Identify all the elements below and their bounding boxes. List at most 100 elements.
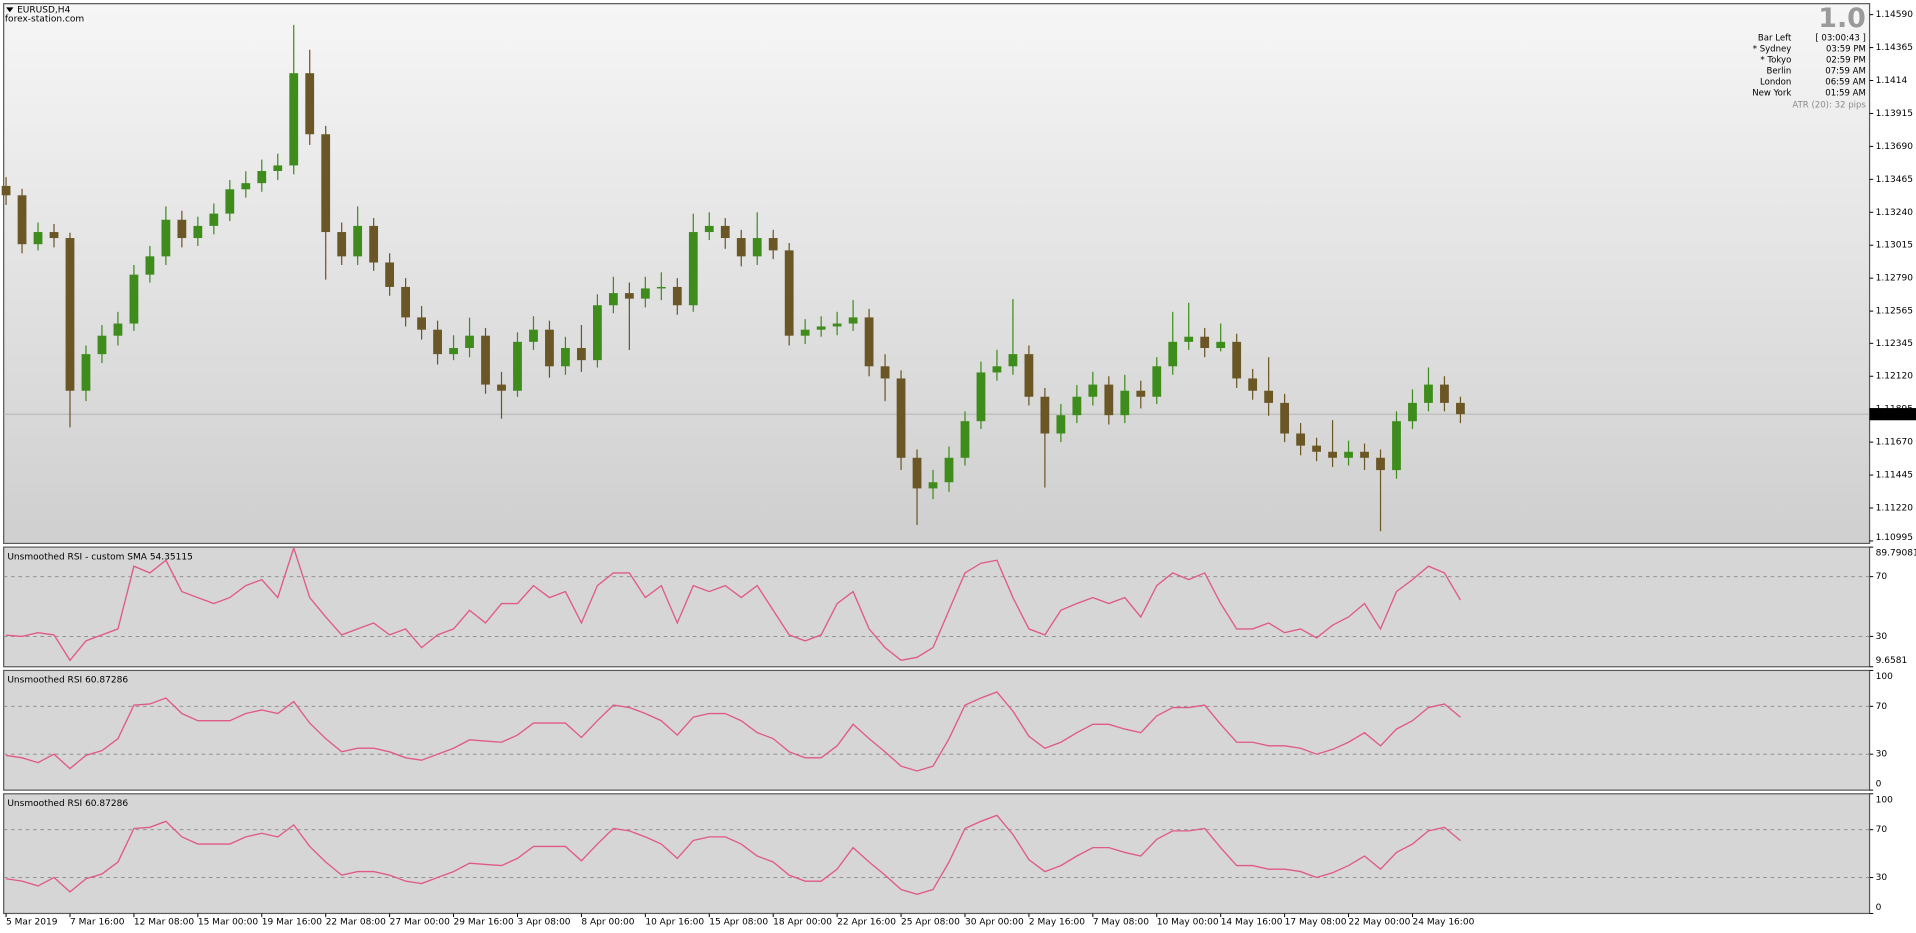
panel-background: [3, 3, 1871, 545]
x-tick-label: 15 Mar 00:00: [198, 918, 258, 928]
x-tick-label: 22 Mar 08:00: [326, 918, 386, 928]
candle-body: [1424, 384, 1433, 403]
panel-background: [3, 793, 1871, 915]
indicator-line: [5, 691, 1461, 772]
candle-body: [1120, 390, 1130, 416]
info-label: * Tokyo: [1760, 55, 1791, 65]
x-tick-label: 12 Mar 08:00: [134, 918, 194, 928]
candle-body: [321, 134, 331, 233]
candle-body: [1280, 402, 1290, 434]
candle-body: [33, 232, 43, 245]
candle-body: [608, 293, 618, 306]
x-tick-label: 29 Mar 16:00: [454, 918, 514, 928]
candle-body: [113, 323, 123, 336]
candle-body: [768, 238, 778, 251]
candle-body: [928, 482, 938, 489]
candle-body: [784, 250, 794, 336]
candle-body: [529, 329, 538, 342]
y-tick-label: 1.13015: [1876, 241, 1913, 251]
candle-body: [257, 170, 267, 184]
candle-body: [1008, 354, 1018, 367]
y-tick-label: 1.1414: [1876, 76, 1908, 86]
indicator-title: Unsmoothed RSI - custom SMA 54.35115: [7, 552, 193, 562]
panels: [3, 3, 1871, 915]
x-tick-label: 14 May 16:00: [1221, 918, 1283, 928]
y-tick-label: 1.12790: [1876, 274, 1914, 284]
x-tick-label: 10 Apr 16:00: [645, 918, 704, 928]
y-tick-label: 30: [1876, 750, 1888, 760]
candle-body: [1104, 384, 1114, 416]
y-tick-label: 1.12565: [1876, 307, 1913, 317]
candle-body: [1040, 396, 1050, 434]
candle-body: [209, 213, 219, 226]
y-tick-label: 1.11220: [1876, 504, 1914, 514]
candle-body: [912, 457, 922, 489]
info-value: 06:59 AM: [1825, 77, 1866, 87]
candle-body: [1024, 354, 1034, 397]
candle-body: [1344, 451, 1353, 458]
candle-body: [1392, 421, 1401, 471]
y-tick-label: 1.11670: [1876, 438, 1914, 448]
candle-body: [145, 256, 155, 275]
y-tick-label: 9.6581: [1876, 656, 1908, 666]
candle-body: [545, 329, 554, 367]
candle-body: [1312, 445, 1321, 452]
info-value: 01:59 AM: [1825, 88, 1866, 98]
y-tick-label: 1.14365: [1876, 43, 1913, 53]
candle-body: [1456, 402, 1465, 415]
candle-body: [1136, 390, 1146, 397]
candle-body: [385, 262, 395, 287]
candle-body: [864, 317, 874, 367]
candle-body: [305, 73, 315, 135]
candle-body: [161, 219, 171, 257]
candle-body: [449, 347, 458, 355]
candle-body: [1072, 396, 1082, 416]
candle-body: [497, 384, 506, 391]
x-tick-label: 24 May 16:00: [1412, 918, 1474, 928]
candle-body: [593, 305, 602, 361]
y-tick-label: 1.10995: [1876, 533, 1913, 543]
candle-body: [433, 329, 442, 355]
current-price-label: 1.11861: [1874, 410, 1911, 420]
candle-body: [1264, 390, 1274, 403]
candle-body: [513, 341, 522, 391]
x-tick-label: 3 Apr 08:00: [517, 918, 570, 928]
x-tick-label: 25 Apr 08:00: [901, 918, 960, 928]
info-value: [ 03:00:43 ]: [1815, 33, 1866, 43]
x-tick-label: 22 Apr 16:00: [837, 918, 896, 928]
info-label: Berlin: [1767, 66, 1792, 76]
y-tick-label: 1.12120: [1876, 372, 1914, 382]
info-value: 03:59 PM: [1826, 44, 1866, 54]
candle-body: [672, 286, 682, 306]
y-tick-label: 1.13240: [1876, 208, 1914, 218]
candle-body: [896, 378, 906, 458]
candle-body: [1168, 341, 1178, 367]
y-tick-label: 70: [1876, 572, 1888, 582]
y-tick-label: 1.13690: [1876, 142, 1914, 152]
candle-body: [704, 225, 714, 233]
candle-body: [65, 238, 75, 391]
candle-body: [1408, 402, 1417, 422]
candle-body: [832, 323, 842, 327]
candle-body: [1328, 451, 1337, 458]
y-tick-label: 70: [1876, 702, 1888, 712]
candle-body: [640, 288, 650, 299]
candle-body: [1376, 457, 1385, 471]
candle-body: [273, 165, 283, 171]
y-tick-label: 89.79081: [1876, 549, 1916, 559]
candle-body: [1360, 451, 1369, 458]
candle-body: [225, 189, 235, 214]
current-price-tag: [1869, 408, 1916, 421]
y-tick-label: 70: [1876, 825, 1888, 835]
y-tick-label: 30: [1876, 873, 1888, 883]
symbol-menu-arrow[interactable]: [6, 7, 14, 13]
x-tick-label: 8 Apr 00:00: [581, 918, 634, 928]
info-label: New York: [1752, 88, 1791, 98]
candle-body: [81, 354, 91, 391]
candle-body: [1200, 336, 1210, 348]
info-label: London: [1760, 77, 1791, 87]
atr-label: ATR (20): 32 pips: [1792, 101, 1866, 111]
candle-body: [1088, 384, 1098, 397]
candle-body: [880, 366, 890, 379]
